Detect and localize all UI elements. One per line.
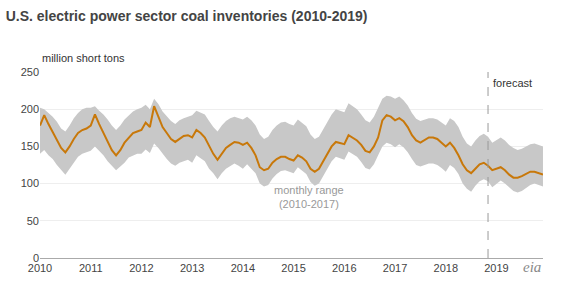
svg-text:monthly range(2010-2017): monthly range(2010-2017) (274, 184, 344, 210)
svg-text:2014: 2014 (231, 262, 255, 274)
svg-text:100: 100 (21, 177, 39, 189)
svg-text:2011: 2011 (79, 262, 103, 274)
svg-text:2013: 2013 (180, 262, 204, 274)
svg-text:200: 200 (21, 103, 39, 115)
svg-text:U.S. electric power sector coa: U.S. electric power sector coal inventor… (6, 8, 368, 24)
svg-text:2010: 2010 (28, 262, 52, 274)
svg-text:150: 150 (21, 140, 39, 152)
svg-text:50: 50 (27, 215, 39, 227)
svg-text:million short tons: million short tons (42, 52, 125, 64)
svg-text:eia: eia (523, 259, 541, 275)
svg-text:2012: 2012 (129, 262, 153, 274)
svg-text:2015: 2015 (281, 262, 305, 274)
svg-text:0: 0 (33, 252, 39, 264)
svg-text:250: 250 (21, 66, 39, 78)
svg-text:2019: 2019 (484, 262, 508, 274)
svg-text:2018: 2018 (434, 262, 458, 274)
svg-text:2017: 2017 (383, 262, 407, 274)
svg-text:forecast: forecast (493, 77, 532, 89)
svg-text:2016: 2016 (332, 262, 356, 274)
